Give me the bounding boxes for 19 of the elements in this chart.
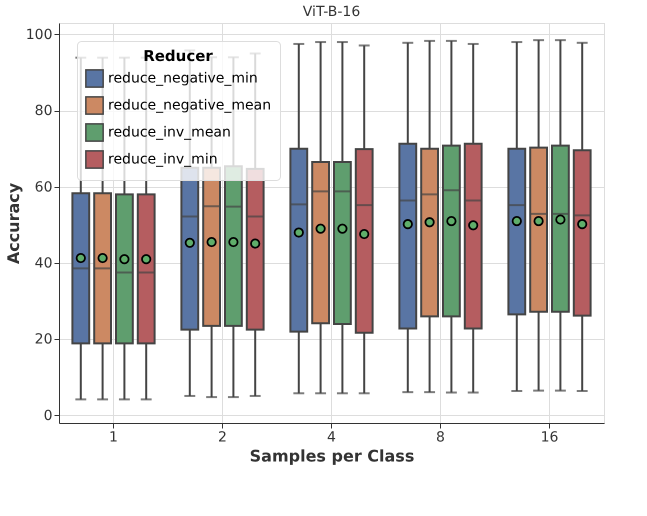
x-tick-label: 16 xyxy=(540,430,558,446)
y-tick-label: 0 xyxy=(44,408,52,424)
x-tick-label: 1 xyxy=(109,430,118,446)
legend-label: reduce_negative_mean xyxy=(108,98,272,114)
y-tick-label: 100 xyxy=(26,26,52,43)
x-tick-label: 8 xyxy=(436,430,445,446)
chart-title: ViT-B-16 xyxy=(302,4,360,20)
y-tick-label: 20 xyxy=(34,332,52,348)
legend-label: reduce_inv_mean xyxy=(108,124,231,140)
x-tick-label: 2 xyxy=(218,430,227,446)
y-axis-title: Accuracy xyxy=(4,182,23,264)
y-tick-label: 40 xyxy=(34,256,52,272)
legend-label: reduce_negative_min xyxy=(108,70,258,86)
x-tick-label: 4 xyxy=(327,430,336,446)
x-axis-title: Samples per Class xyxy=(250,446,414,466)
y-tick-label: 80 xyxy=(34,103,52,120)
legend-title: Reducer xyxy=(143,47,214,65)
y-tick-label: 60 xyxy=(34,179,52,196)
legend-label: reduce_inv_min xyxy=(108,152,218,168)
